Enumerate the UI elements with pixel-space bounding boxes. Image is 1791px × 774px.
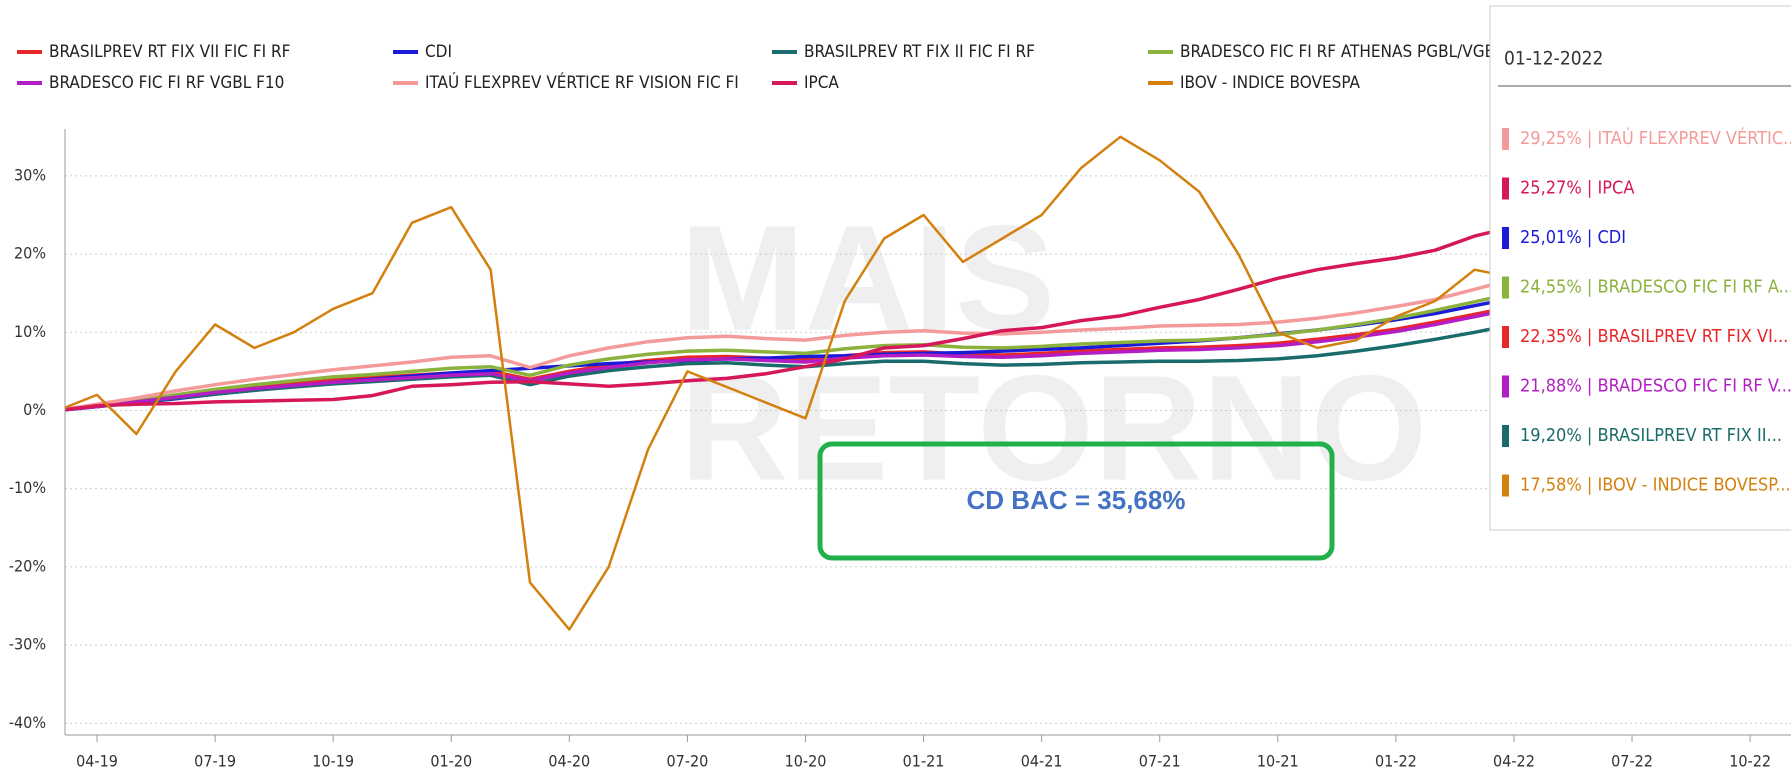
legend-label: BRADESCO FIC FI RF ATHENAS PGBL/VGBL <box>1180 42 1504 62</box>
tooltip-item: 29,25% | ITAÚ FLEXPREV VÉRTIC... <box>1520 127 1791 149</box>
y-tick-label: 0% <box>23 400 46 419</box>
annotation-box <box>817 441 1335 561</box>
tooltip-swatch <box>1502 375 1509 398</box>
legend-label: IBOV - INDICE BOVESPA <box>1180 73 1360 93</box>
x-tick-label: 01-20 <box>430 752 472 771</box>
tooltip-item: 24,55% | BRADESCO FIC FI RF A... <box>1520 277 1791 298</box>
tooltip-swatch <box>1502 177 1509 200</box>
x-tick-label: 04-19 <box>76 752 118 771</box>
x-tick-label: 04-22 <box>1493 752 1535 771</box>
tooltip-box <box>1489 5 1791 531</box>
tooltip-item: 19,20% | BRASILPREV RT FIX II... <box>1520 425 1782 446</box>
tooltip-swatch <box>1502 326 1509 348</box>
y-tick-label: 20% <box>14 244 46 263</box>
tooltip-swatch <box>1502 425 1509 447</box>
grid: -40% -30% -20% -10% 0% 10% 20% 30% 04-19 07-19 10-… <box>9 165 1791 771</box>
tooltip: 01-12-2022 29,25% | ITAÚ FLEXPREV VÉRTIC… <box>1489 5 1791 531</box>
legend-label: BRASILPREV RT FIX VII FIC FI RF <box>49 42 290 62</box>
tooltip-swatch <box>1502 474 1509 497</box>
legend-label: BRADESCO FIC FI RF VGBL F10 <box>49 73 284 93</box>
y-tick-label: 30% <box>14 165 46 184</box>
tooltip-swatch <box>1502 227 1509 249</box>
legend-label: IPCA <box>804 73 839 93</box>
tooltip-item: 25,01% | CDI <box>1520 227 1626 248</box>
x-tick-label: 07-19 <box>194 752 236 771</box>
tooltip-item: 21,88% | BRADESCO FIC FI RF V... <box>1520 376 1791 397</box>
tooltip-item: 17,58% | IBOV - INDICE BOVESP... <box>1520 475 1791 496</box>
legend-label: ITAÚ FLEXPREV VÉRTICE RF VISION FIC FI <box>425 71 739 93</box>
x-tick-label: 07-22 <box>1611 752 1653 771</box>
tooltip-date: 01-12-2022 <box>1504 48 1603 70</box>
tooltip-swatch <box>1502 128 1509 150</box>
y-tick-label: -30% <box>9 635 46 654</box>
legend: BRASILPREV RT FIX VII FIC FI RF CDI BRASIL… <box>17 42 1504 93</box>
y-tick-label: -20% <box>9 556 46 575</box>
x-tick-label: 04-20 <box>548 752 590 771</box>
x-tick-label: 10-19 <box>312 752 354 771</box>
legend-label: BRASILPREV RT FIX II FIC FI RF <box>804 42 1035 62</box>
y-tick-label: -10% <box>9 478 46 497</box>
y-tick-label: -40% <box>9 713 46 732</box>
y-tick-label: 10% <box>14 322 46 341</box>
annotation: CD BAC = 35,68% <box>967 485 1186 515</box>
watermark-text: RETORNO <box>680 344 1427 512</box>
x-tick-label: 01-21 <box>903 752 945 771</box>
tooltip-item: 22,35% | BRASILPREV RT FIX VI... <box>1520 326 1788 347</box>
legend-label: CDI <box>425 42 452 62</box>
x-tick-label: 10-20 <box>785 752 827 771</box>
tooltip-swatch <box>1502 276 1509 299</box>
x-tick-label: 07-21 <box>1139 752 1181 771</box>
x-tick-label: 04-21 <box>1021 752 1063 771</box>
x-tick-label: 07-20 <box>666 752 708 771</box>
x-tick-label: 10-21 <box>1257 752 1299 771</box>
x-tick-label: 10-22 <box>1729 752 1771 771</box>
tooltip-item: 25,27% | IPCA <box>1520 178 1634 199</box>
x-tick-label: 01-22 <box>1375 752 1417 771</box>
